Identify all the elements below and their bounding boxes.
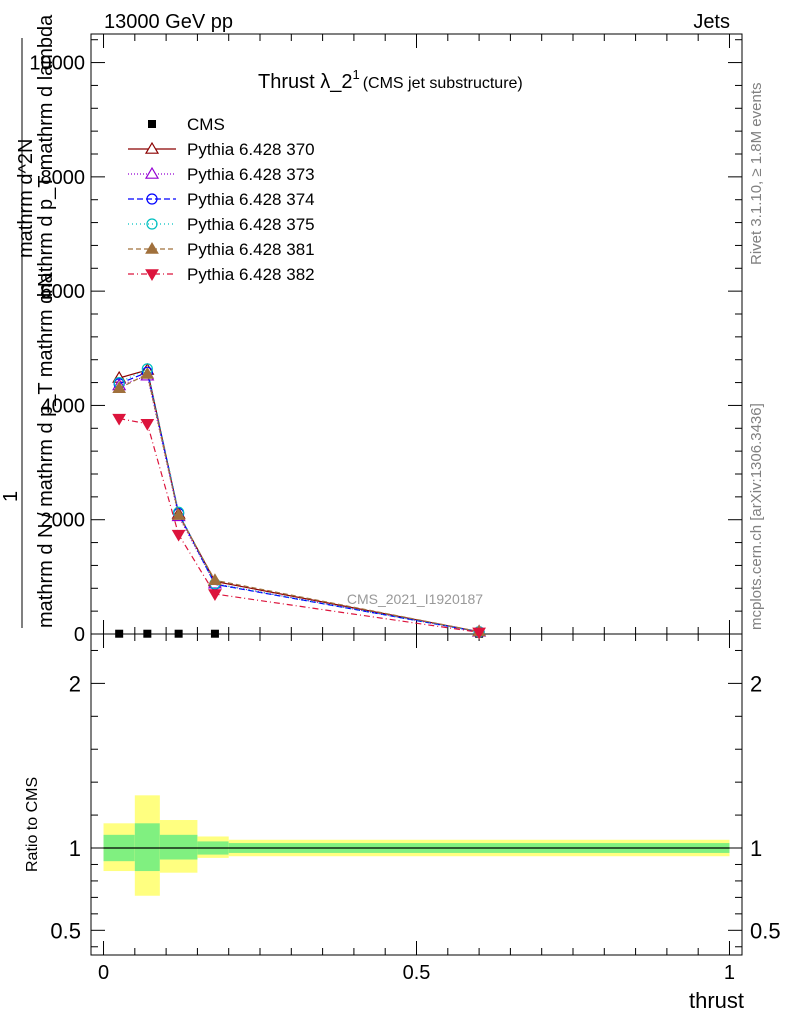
legend-marker-p374 xyxy=(146,193,158,205)
rivet-label: Rivet 3.1.10, ≥ 1.8M events xyxy=(748,83,765,266)
main-axes: 0 2000 4000 6000 8000 10000 xyxy=(29,33,743,646)
x-axis-label: thrust xyxy=(689,988,744,1013)
ylabel-over: mathrm d^2N xyxy=(15,139,37,258)
point-p382-0 xyxy=(112,413,127,426)
legend-marker-p381 xyxy=(145,242,159,254)
legend-item-p370: Pythia 6.428 370 xyxy=(128,140,315,159)
header-energy: 13000 GeV pp xyxy=(104,11,233,33)
header-jets: Jets xyxy=(693,11,730,33)
ylabel-under: mathrm d p_T mathrm d lambda xyxy=(35,14,57,300)
legend-marker-cms xyxy=(148,120,156,128)
ylabel-denominator: mathrm d N / mathrm d p_T mathrm d N xyxy=(35,273,57,628)
point-p381-2 xyxy=(171,508,186,520)
ratio-bands xyxy=(103,795,730,896)
point-p382-4 xyxy=(472,627,486,640)
main-ytick-label: 4000 xyxy=(41,395,86,417)
ratio-plot-frame xyxy=(90,633,743,956)
main-ytick-label: 2000 xyxy=(41,510,86,532)
ratio-band-inner-1 xyxy=(134,823,160,872)
legend-label-cms: CMS xyxy=(187,115,225,134)
legend-label-p381: Pythia 6.428 381 xyxy=(187,240,315,259)
main-ytick-label: 10000 xyxy=(29,53,85,75)
legend-label-p382: Pythia 6.428 382 xyxy=(187,265,315,284)
point-p382-2 xyxy=(171,529,186,542)
main-ylabel: 1 mathrm d^2N mathrm d p_T mathrm d lamb… xyxy=(0,14,57,628)
legend: CMS Pythia 6.428 370 Pythia 6.428 373 Pythi… xyxy=(128,115,315,284)
ratio-xtick-label: 0.5 xyxy=(403,962,431,984)
main-ytick-label: 0 xyxy=(74,624,85,646)
ratio-ytick-label-right: 2 xyxy=(750,671,762,696)
ylabel-numerator: 1 xyxy=(0,491,22,502)
ratio-ytick-label: 1 xyxy=(69,836,81,861)
analysis-watermark: CMS_2021_I1920187 xyxy=(347,591,483,607)
ratio-ytick-label: 2 xyxy=(69,671,81,696)
point-cms-1 xyxy=(143,629,152,638)
ratio-xtick-label: 0 xyxy=(98,962,109,984)
legend-marker-p382 xyxy=(145,269,159,281)
legend-label-p374: Pythia 6.428 374 xyxy=(187,190,315,209)
point-p382-1 xyxy=(140,419,155,431)
point-cms-2 xyxy=(174,629,183,638)
ratio-axes: 0.5 0.5 1 1 2 2 0 0.5 1 xyxy=(50,633,781,984)
series-line-p375 xyxy=(118,367,480,633)
main-ytick-label: 8000 xyxy=(41,167,86,189)
legend-marker-p375 xyxy=(146,218,158,230)
ratio-xtick-label: 1 xyxy=(724,962,735,984)
ratio-band-inner-2 xyxy=(159,834,198,860)
mcplots-label: mcplots.cern.ch [arXiv:1306.3436] xyxy=(748,403,765,630)
main-ytick-label: 6000 xyxy=(41,281,86,303)
legend-item-p381: Pythia 6.428 381 xyxy=(128,240,315,259)
legend-label-p375: Pythia 6.428 375 xyxy=(187,215,315,234)
legend-marker-p373 xyxy=(144,166,160,179)
series-p382 xyxy=(112,413,486,640)
point-p381-0 xyxy=(112,381,127,393)
ratio-ytick-label-right: 0.5 xyxy=(750,918,781,943)
legend-item-p374: Pythia 6.428 374 xyxy=(128,190,315,209)
legend-item-p373: Pythia 6.428 373 xyxy=(128,165,315,184)
ratio-ytick-label: 0.5 xyxy=(50,918,81,943)
legend-marker-p370 xyxy=(144,141,160,154)
legend-item-cms: CMS xyxy=(148,115,225,134)
plot-title: Thrust λ_21(CMS jet substructure) xyxy=(258,67,523,93)
legend-label-p370: Pythia 6.428 370 xyxy=(187,140,315,159)
series-layer xyxy=(112,362,487,640)
point-p381-1 xyxy=(140,367,155,379)
legend-label-p373: Pythia 6.428 373 xyxy=(187,165,315,184)
point-p381-3 xyxy=(208,573,222,585)
point-cms-0 xyxy=(115,629,124,638)
legend-item-p382: Pythia 6.428 382 xyxy=(128,265,315,284)
point-p382-3 xyxy=(208,589,222,601)
legend-item-p375: Pythia 6.428 375 xyxy=(128,215,315,234)
point-cms-3 xyxy=(210,629,219,638)
ratio-ylabel: Ratio to CMS xyxy=(24,777,41,872)
ratio-ytick-label-right: 1 xyxy=(750,836,762,861)
